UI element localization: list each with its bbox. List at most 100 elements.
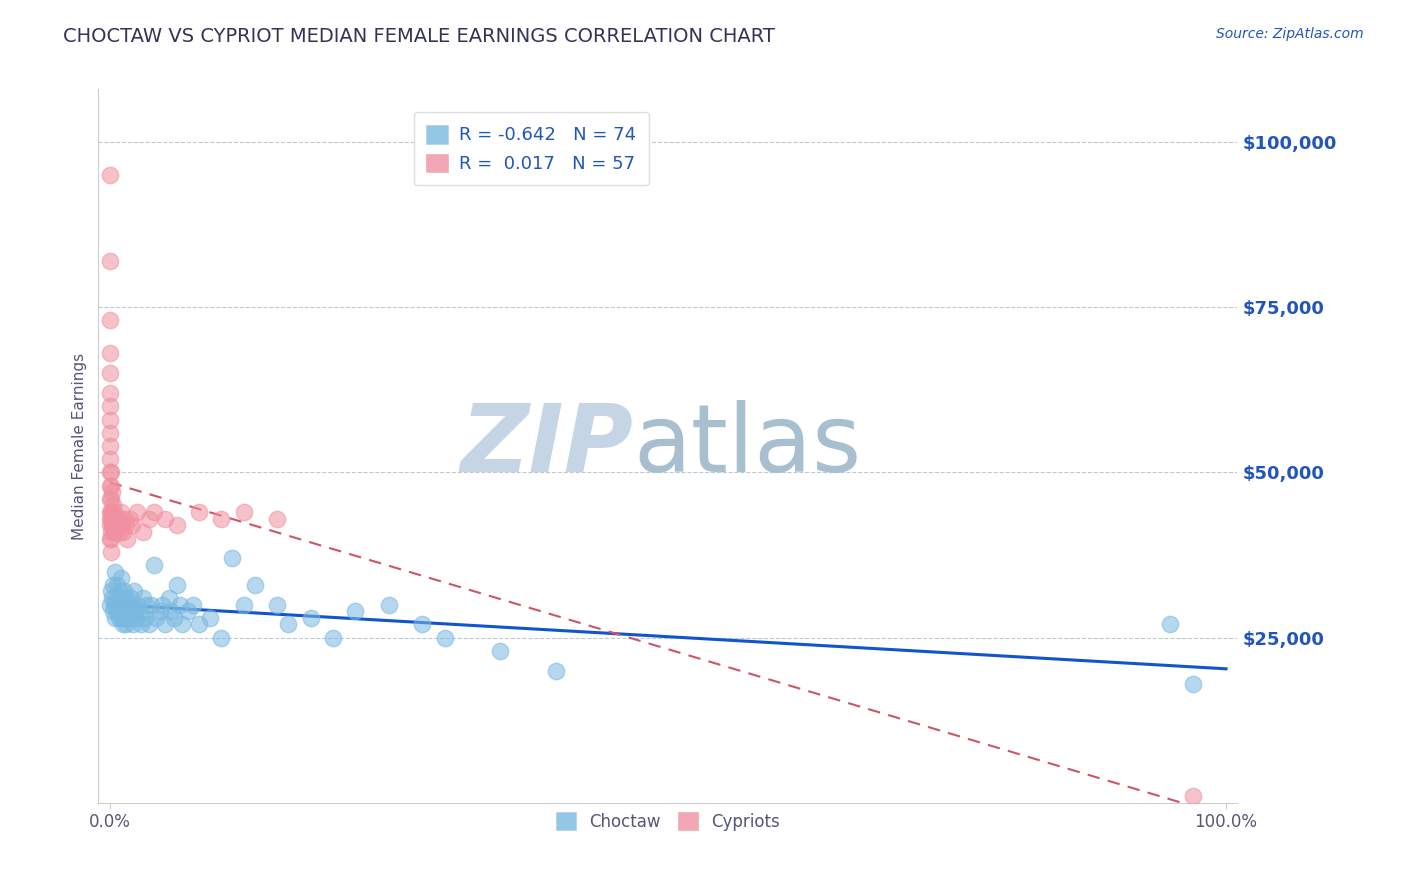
Point	[1181, 677, 1204, 691]
Point	[127, 598, 149, 612]
Point	[120, 591, 142, 605]
Point	[169, 598, 191, 612]
Point	[98, 452, 121, 467]
Point	[98, 346, 121, 360]
Point	[121, 598, 143, 612]
Point	[209, 631, 232, 645]
Point	[124, 604, 146, 618]
Point	[98, 386, 121, 401]
Point	[122, 617, 145, 632]
Point	[163, 611, 186, 625]
Point	[98, 511, 121, 525]
Point	[117, 604, 139, 618]
Point	[108, 524, 131, 539]
Point	[266, 511, 288, 525]
Point	[117, 532, 139, 546]
Point	[128, 604, 150, 618]
Point	[101, 591, 124, 605]
Point	[98, 518, 121, 533]
Point	[107, 578, 129, 592]
Point	[166, 578, 188, 592]
Point	[160, 604, 183, 618]
Point	[98, 478, 121, 492]
Point	[143, 505, 166, 519]
Point	[101, 604, 124, 618]
Point	[98, 439, 121, 453]
Point	[98, 313, 121, 327]
Point	[100, 491, 122, 506]
Point	[105, 591, 128, 605]
Point	[107, 598, 129, 612]
Point	[243, 578, 266, 592]
Point	[344, 604, 367, 618]
Point	[112, 604, 135, 618]
Point	[138, 511, 160, 525]
Point	[209, 511, 232, 525]
Point	[172, 617, 194, 632]
Point	[187, 617, 209, 632]
Point	[145, 611, 167, 625]
Point	[114, 611, 136, 625]
Point	[125, 611, 148, 625]
Point	[98, 425, 121, 440]
Point	[101, 499, 124, 513]
Point	[138, 617, 160, 632]
Legend: Choctaw, Cypriots: Choctaw, Cypriots	[550, 805, 786, 838]
Point	[107, 604, 129, 618]
Point	[98, 168, 121, 182]
Point	[100, 584, 122, 599]
Point	[322, 631, 344, 645]
Point	[299, 611, 322, 625]
Point	[110, 571, 132, 585]
Point	[122, 584, 145, 599]
Point	[149, 604, 172, 618]
Point	[115, 591, 138, 605]
Point	[177, 604, 200, 618]
Point	[277, 617, 299, 632]
Point	[98, 505, 121, 519]
Point	[103, 524, 125, 539]
Point	[1159, 617, 1181, 632]
Point	[221, 551, 243, 566]
Point	[110, 505, 132, 519]
Point	[115, 518, 138, 533]
Point	[107, 511, 129, 525]
Point	[111, 617, 134, 632]
Text: atlas: atlas	[634, 400, 862, 492]
Point	[489, 644, 512, 658]
Point	[105, 524, 128, 539]
Point	[155, 511, 177, 525]
Point	[433, 631, 456, 645]
Point	[101, 518, 124, 533]
Point	[134, 611, 156, 625]
Point	[232, 598, 254, 612]
Point	[111, 518, 134, 533]
Point	[118, 511, 141, 525]
Point	[155, 617, 177, 632]
Point	[411, 617, 433, 632]
Point	[100, 478, 122, 492]
Point	[266, 598, 288, 612]
Text: CHOCTAW VS CYPRIOT MEDIAN FEMALE EARNINGS CORRELATION CHART: CHOCTAW VS CYPRIOT MEDIAN FEMALE EARNING…	[63, 27, 775, 45]
Point	[107, 611, 129, 625]
Point	[100, 505, 122, 519]
Point	[135, 598, 157, 612]
Point	[101, 485, 124, 500]
Point	[98, 412, 121, 426]
Text: ZIP: ZIP	[461, 400, 634, 492]
Point	[108, 604, 131, 618]
Point	[100, 545, 122, 559]
Point	[118, 611, 141, 625]
Point	[101, 578, 124, 592]
Point	[98, 254, 121, 268]
Point	[104, 565, 127, 579]
Point	[187, 505, 209, 519]
Point	[100, 532, 122, 546]
Point	[132, 591, 155, 605]
Point	[117, 598, 139, 612]
Point	[100, 511, 122, 525]
Point	[112, 584, 135, 599]
Point	[98, 532, 121, 546]
Point	[232, 505, 254, 519]
Point	[98, 367, 121, 381]
